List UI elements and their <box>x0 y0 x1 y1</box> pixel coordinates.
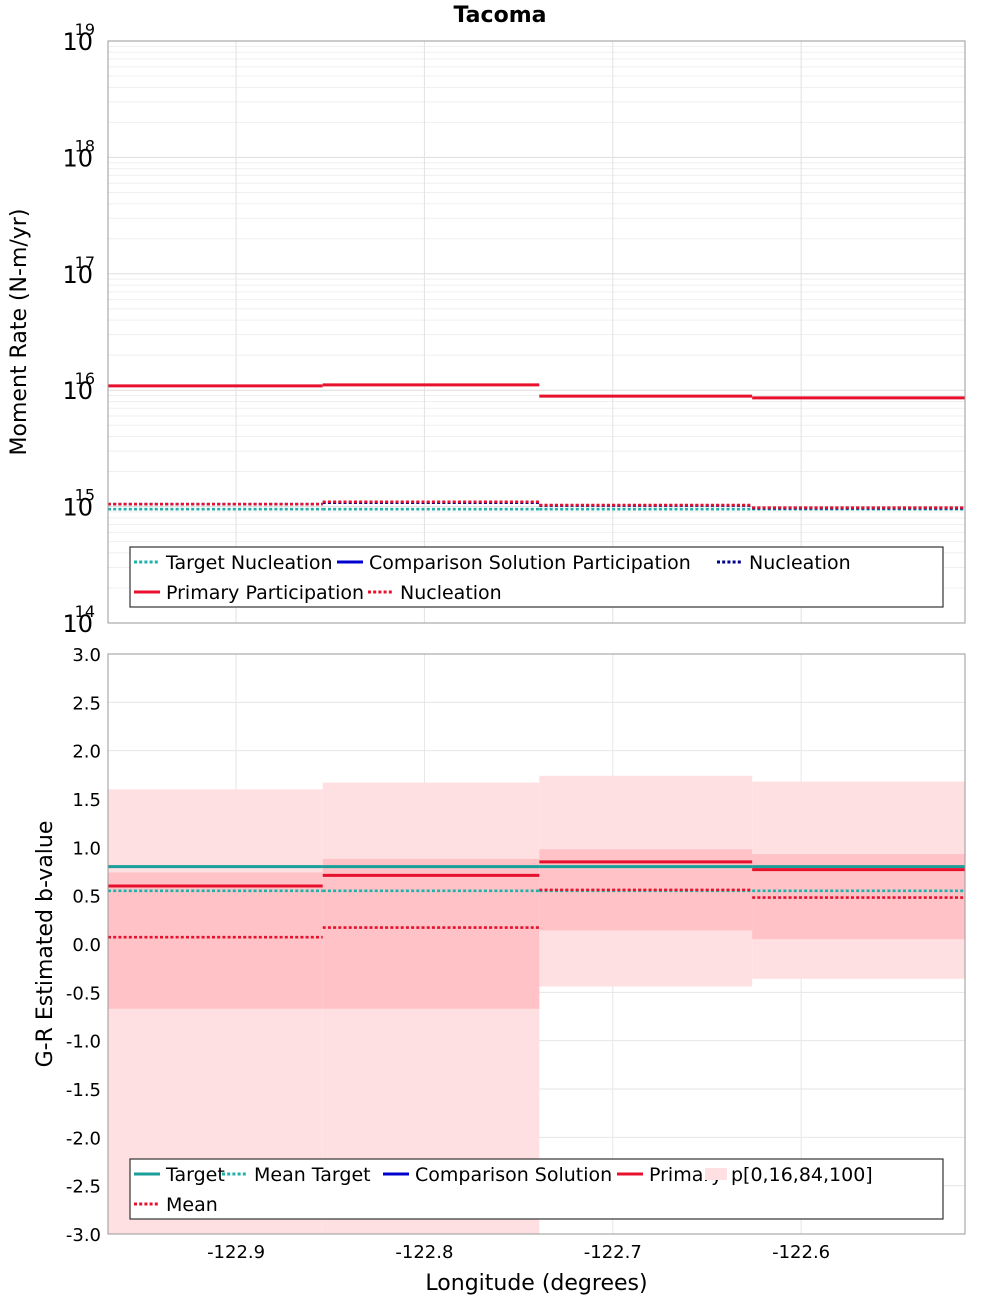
legend-label: Primary Participation <box>166 582 364 604</box>
plot-frame <box>107 653 966 1235</box>
y-tick-label: 2.0 <box>72 742 101 763</box>
y-tick-label: -2.5 <box>66 1177 101 1198</box>
legend-label: Comparison Solution <box>415 1164 612 1186</box>
y-tick-exponent: 17 <box>75 253 95 272</box>
y-tick-label: 10 <box>62 144 93 172</box>
y-tick-label: 0.0 <box>72 935 101 956</box>
y-tick-exponent: 16 <box>75 369 95 388</box>
x-tick-label: -122.7 <box>584 1242 642 1263</box>
chart-title: Tacoma <box>454 3 547 28</box>
y-axis-label: G-R Estimated b-value <box>33 821 58 1068</box>
x-tick-label: -122.8 <box>395 1242 453 1263</box>
legend-box <box>129 1158 944 1220</box>
y-tick-label: 1.0 <box>72 838 101 859</box>
legend-label: Comparison Solution Participation <box>369 552 691 574</box>
y-tick-label: 3.0 <box>72 645 101 666</box>
y-tick-exponent: 18 <box>75 136 95 155</box>
y-tick-label: 0.5 <box>72 887 101 908</box>
y-tick-exponent: 15 <box>75 486 95 505</box>
legend-label: Target Nucleation <box>165 552 333 574</box>
x-tick-label: -122.9 <box>207 1242 265 1263</box>
y-tick-label: 1.5 <box>72 790 101 811</box>
legend-label: Mean <box>166 1194 218 1216</box>
band-inner <box>108 872 323 1009</box>
y-tick-label: -0.5 <box>66 983 101 1004</box>
y-tick-label: 2.5 <box>72 693 101 714</box>
x-axis-label: Longitude (degrees) <box>425 1271 647 1296</box>
legend-label: Mean Target <box>254 1164 371 1186</box>
legend-label: Target <box>165 1164 225 1186</box>
y-tick-label: 10 <box>62 28 93 56</box>
band-inner <box>322 858 540 1009</box>
y-tick-exponent: 19 <box>75 20 95 39</box>
y-tick-label: -3.0 <box>66 1225 101 1246</box>
x-tick-label: -122.6 <box>772 1242 830 1263</box>
plot-frame <box>107 40 966 624</box>
y-tick-label: -2.0 <box>66 1128 101 1149</box>
y-tick-label: 10 <box>62 377 93 405</box>
y-axis-label: Moment Rate (N-m/yr) <box>7 209 32 456</box>
legend-swatch <box>705 1168 727 1180</box>
y-tick-label: 10 <box>62 261 93 289</box>
y-tick-label: 10 <box>62 610 93 638</box>
legend-label: Nucleation <box>400 582 502 604</box>
y-tick-label: -1.0 <box>66 1032 101 1053</box>
y-tick-label: -1.5 <box>66 1080 101 1101</box>
legend-box <box>129 546 944 608</box>
legend-label: Primary <box>649 1164 722 1186</box>
legend-label: Nucleation <box>749 552 851 574</box>
y-tick-label: 10 <box>62 494 93 522</box>
legend-label: p[0,16,84,100] <box>731 1164 873 1186</box>
y-tick-exponent: 14 <box>75 602 95 621</box>
b-value-panel: -3.0 -2.5 -2.0 -1.5 -1.0 -0.5 0.0 0.5 1.0 1.5 2.0 2… <box>33 645 966 1296</box>
